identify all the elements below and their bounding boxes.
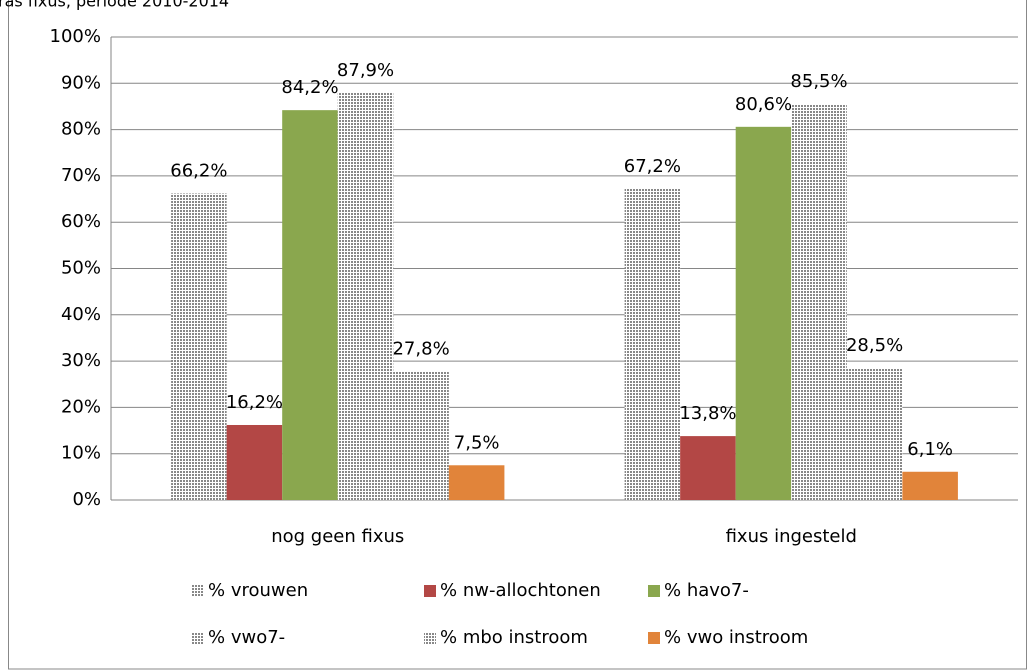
bar xyxy=(624,188,681,500)
value-label: 66,2% xyxy=(170,160,227,181)
legend-swatch xyxy=(424,632,436,644)
legend-label: % nw-allochtonen xyxy=(440,580,601,601)
y-tick-label: 40% xyxy=(61,304,101,325)
y-tick-label: 20% xyxy=(61,396,101,417)
value-label: 87,9% xyxy=(337,60,394,81)
bar xyxy=(902,471,958,500)
value-label: 80,6% xyxy=(735,94,792,115)
bar xyxy=(735,126,792,501)
x-tick-label: nog geen fixus xyxy=(271,526,404,547)
legend-label: % vwo7- xyxy=(208,627,285,648)
legend-label: % mbo instroom xyxy=(440,627,588,648)
value-label: 28,5% xyxy=(846,335,903,356)
value-label: 85,5% xyxy=(790,71,847,92)
y-tick-label: 30% xyxy=(61,350,101,371)
value-label: 27,8% xyxy=(392,338,449,359)
legend-label: % vrouwen xyxy=(208,580,308,601)
legend-label: % vwo instroom xyxy=(664,627,808,648)
bar xyxy=(448,465,505,500)
legend-swatch xyxy=(648,632,660,644)
y-tick-label: 70% xyxy=(61,165,101,186)
legend-swatch xyxy=(648,585,660,597)
y-tick-label: 60% xyxy=(61,211,101,232)
legend-swatch xyxy=(192,585,204,597)
legend-label: % havo7- xyxy=(664,580,749,601)
y-tick-label: 100% xyxy=(50,26,101,47)
value-label: 84,2% xyxy=(281,77,338,98)
legend-swatch xyxy=(192,632,204,644)
y-tick-label: 80% xyxy=(61,119,101,140)
chart-title: ras fixus, periode 2010-2014 xyxy=(0,0,229,11)
bar xyxy=(846,368,903,500)
bar xyxy=(226,424,283,500)
y-tick-label: 90% xyxy=(61,72,101,93)
value-label: 7,5% xyxy=(454,432,500,453)
value-label: 16,2% xyxy=(226,392,283,413)
bar xyxy=(393,371,449,500)
chart-border xyxy=(8,0,1027,670)
bar xyxy=(791,104,847,500)
x-tick-label: fixus ingesteld xyxy=(726,526,857,547)
legend-swatch xyxy=(424,585,436,597)
y-tick-label: 50% xyxy=(61,258,101,279)
y-tick-label: 10% xyxy=(61,443,101,464)
y-tick-label: 0% xyxy=(72,489,101,510)
bar xyxy=(282,110,338,501)
value-label: 67,2% xyxy=(624,156,681,177)
bar xyxy=(337,93,394,500)
value-label: 6,1% xyxy=(907,439,953,460)
value-label: 13,8% xyxy=(679,403,736,424)
bar xyxy=(680,436,736,500)
bar xyxy=(171,193,227,500)
